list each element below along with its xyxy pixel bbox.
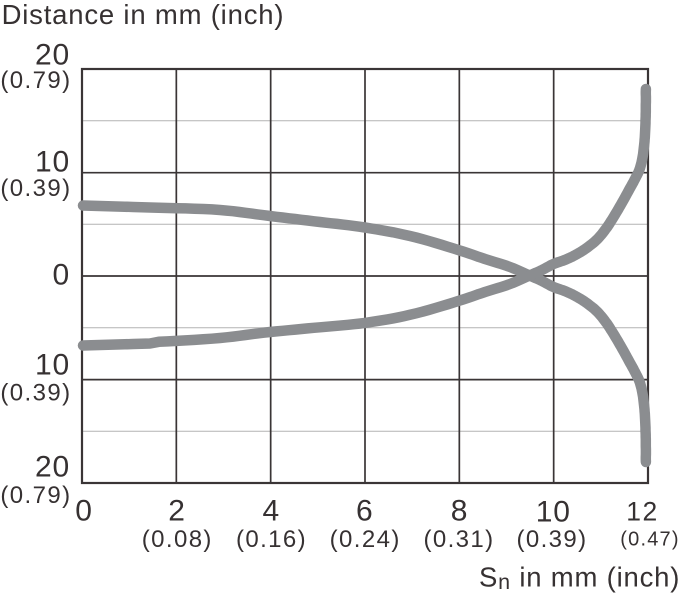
svg-text:10: 10 xyxy=(35,146,70,179)
svg-text:(0.39): (0.39) xyxy=(0,175,71,202)
svg-text:0: 0 xyxy=(53,259,71,292)
svg-text:20: 20 xyxy=(35,39,70,72)
svg-text:10: 10 xyxy=(35,349,70,382)
svg-text:Sn in mm (inch): Sn in mm (inch) xyxy=(479,562,679,595)
svg-text:20: 20 xyxy=(35,451,70,484)
svg-text:0: 0 xyxy=(75,495,93,528)
svg-text:(0.39): (0.39) xyxy=(516,526,587,553)
svg-text:(0.31): (0.31) xyxy=(423,526,494,553)
svg-text:(0.47): (0.47) xyxy=(620,529,679,551)
svg-text:10: 10 xyxy=(536,496,571,529)
svg-text:2: 2 xyxy=(168,495,186,528)
svg-text:6: 6 xyxy=(356,495,374,528)
svg-text:4: 4 xyxy=(263,495,281,528)
svg-text:(0.24): (0.24) xyxy=(330,526,401,553)
svg-text:(0.16): (0.16) xyxy=(236,526,307,553)
svg-text:(0.79): (0.79) xyxy=(0,482,71,509)
svg-text:(0.39): (0.39) xyxy=(0,380,71,407)
svg-text:12: 12 xyxy=(626,497,658,527)
svg-text:(0.08): (0.08) xyxy=(142,526,213,553)
svg-text:8: 8 xyxy=(451,495,469,528)
svg-text:(0.79): (0.79) xyxy=(0,67,71,94)
svg-text:Distance in mm (inch): Distance in mm (inch) xyxy=(2,0,285,30)
